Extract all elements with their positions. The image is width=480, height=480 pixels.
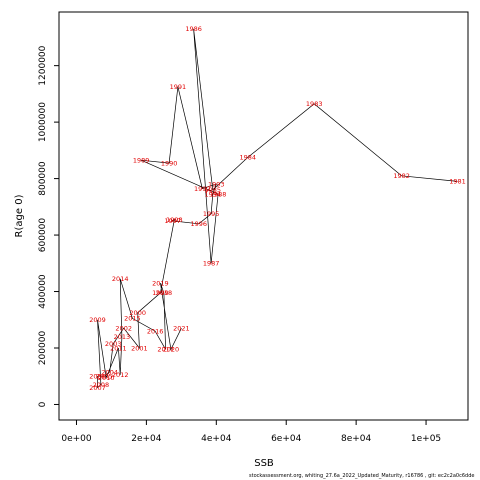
point-label-1990: 1990 [161,159,178,167]
point-label-2014: 2014 [112,275,129,283]
point-label-2020: 2020 [163,346,180,354]
point-label-2019: 2019 [152,279,169,287]
y-tick-label: 200000 [38,331,48,366]
point-label-2017: 2017 [157,346,174,354]
x-tick-label: 4e+04 [201,434,232,444]
point-label-1988: 1988 [210,190,227,198]
point-label-2012: 2012 [112,371,129,379]
point-label-1987: 1987 [203,260,220,268]
y-tick-label: 1200000 [38,45,48,85]
y-axis-title: R(age 0) [14,194,25,237]
point-label-1996: 1996 [191,220,208,228]
x-tick-label: 0e+00 [61,434,92,444]
point-label-1991: 1991 [170,83,187,91]
point-label-2000: 2000 [129,309,146,317]
point-label-2021: 2021 [173,325,190,333]
footer-note: stockassessment.org, whiting_27.6a_2022_… [249,473,475,479]
point-label-1992: 1992 [194,185,211,193]
y-tick-label: 600000 [38,218,48,253]
point-label-1985: 1985 [205,186,222,194]
point-label-2009: 2009 [89,316,106,324]
point-label-1986: 1986 [185,25,202,33]
point-label-1984: 1984 [240,154,257,162]
point-label-2006: 2006 [89,373,106,381]
y-tick-label: 800000 [38,161,48,196]
point-label-1995: 1995 [203,210,220,218]
point-label-1994: 1994 [205,190,222,198]
x-tick-label: 2e+04 [131,434,162,444]
plot-frame [58,11,469,421]
point-label-1989: 1989 [133,157,150,165]
x-tick-label: 6e+04 [271,434,302,444]
point-label-2003: 2003 [105,340,122,348]
point-label-1982: 1982 [393,172,410,180]
point-label-2013: 2013 [114,333,131,341]
point-label-2010: 2010 [98,374,115,382]
point-label-2018: 2018 [156,289,173,297]
y-axis: 0 200000 400000 600000 800000 1000000 1200000 [38,45,59,407]
point-labels: 1981 1982 1983 1984 1985 1986 1987 1988 1989 1990… [89,25,466,392]
x-tick-label: 1e+05 [411,434,441,444]
point-label-1983: 1983 [306,100,323,108]
series-line [97,28,458,389]
x-axis: 0e+00 2e+04 4e+04 6e+04 8e+04 1e+05 [61,420,441,444]
point-label-1999: 1999 [152,289,169,297]
point-label-2015: 2015 [124,315,141,323]
point-label-2008: 2008 [93,381,110,389]
point-label-2002: 2002 [115,325,132,333]
x-axis-title: SSB [254,458,274,469]
point-label-1981: 1981 [449,178,466,186]
point-label-2001: 2001 [131,344,148,352]
point-label-2007: 2007 [89,384,106,392]
y-tick-label: 0 [38,401,48,407]
point-label-2004: 2004 [101,368,118,376]
x-tick-label: 8e+04 [341,434,372,444]
point-label-2011: 2011 [110,344,127,352]
point-label-1997: 1997 [164,217,181,225]
point-label-2005: 2005 [96,373,113,381]
y-tick-label: 1000000 [38,102,48,142]
point-label-1993: 1993 [208,181,225,189]
point-label-2016: 2016 [147,327,164,335]
y-tick-label: 400000 [38,274,48,309]
point-label-1998: 1998 [166,216,183,224]
